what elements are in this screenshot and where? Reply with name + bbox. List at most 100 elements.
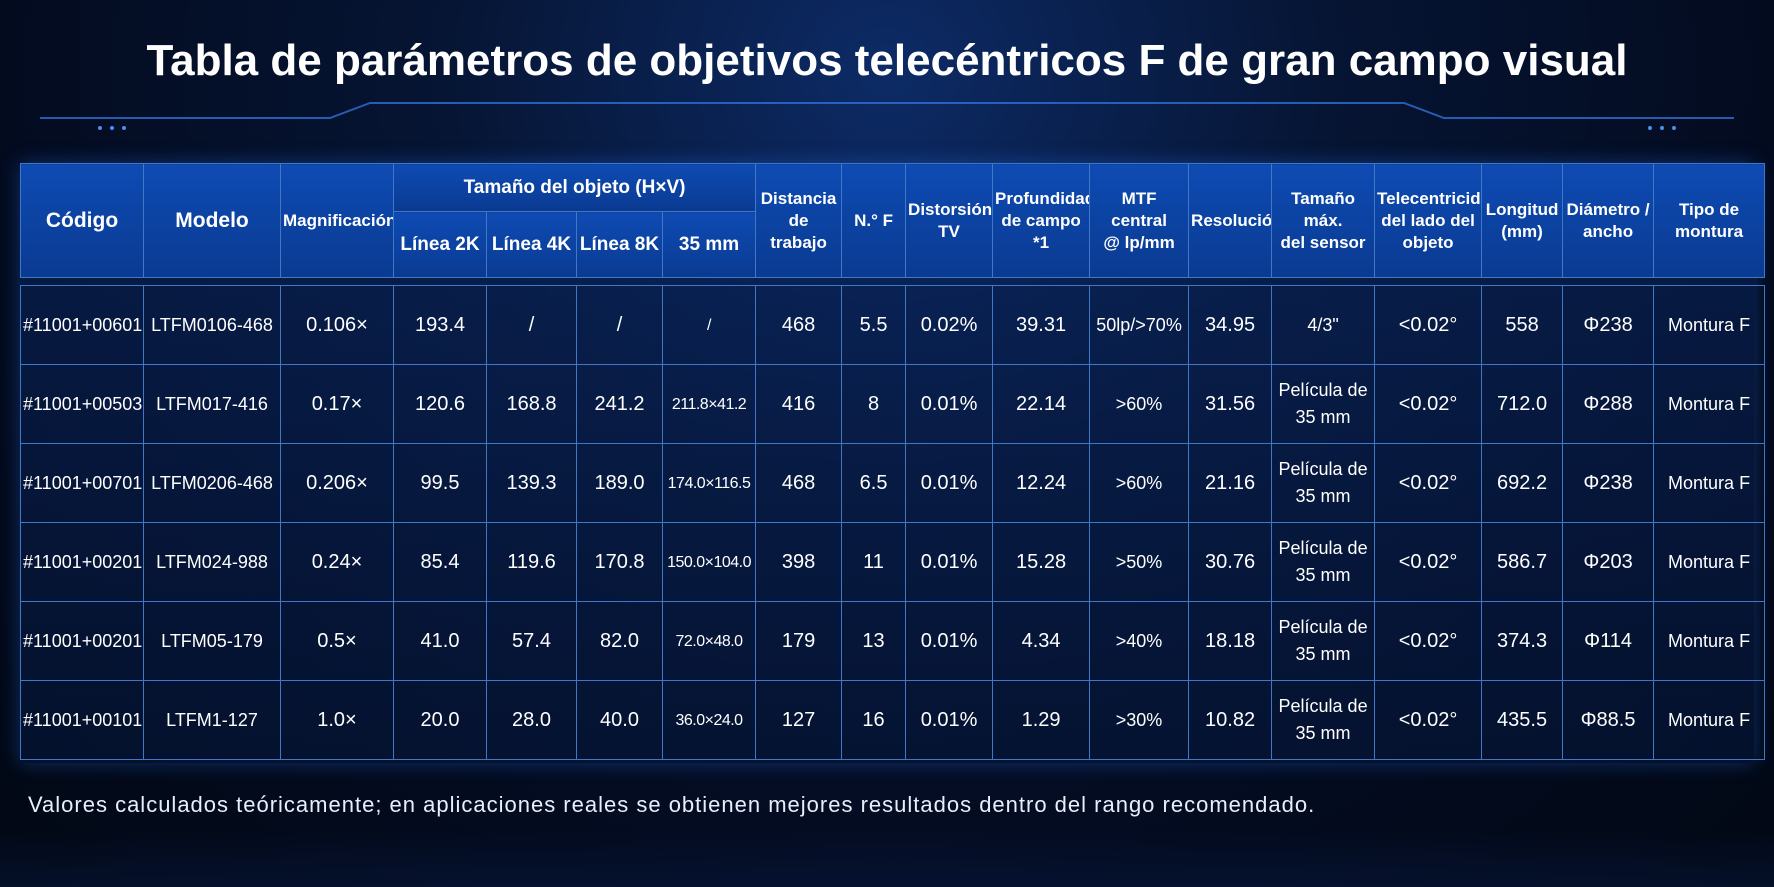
- header-gap: [20, 277, 1765, 286]
- cell-linea-2k: 193.4: [393, 285, 487, 365]
- cell-35mm: 150.0×104.0: [661, 522, 757, 602]
- cell-profundidad: 4.34: [992, 601, 1091, 681]
- table-row: #11001+00701 LTFM0206-468 0.206× 99.5 139.3 1…: [20, 443, 1766, 523]
- header-linea-4k: Línea 4K: [486, 211, 577, 278]
- cell-telecentricidad: <0.02°: [1374, 522, 1483, 602]
- cell-distancia: 179: [755, 601, 843, 681]
- table-row: #11001+00201 LTFM05-179 0.5× 41.0 57.4 82.0 72…: [20, 601, 1766, 681]
- cell-nf: 16: [841, 680, 907, 760]
- header-tamano-sensor: Tamaño máx. del sensor: [1271, 163, 1376, 278]
- cell-linea-4k: 119.6: [486, 522, 577, 602]
- cell-diametro: Φ238: [1562, 285, 1655, 365]
- title-underline-decoration: [40, 102, 1734, 130]
- cell-linea-8k: 189.0: [576, 443, 663, 523]
- cell-montura: Montura F: [1653, 522, 1766, 602]
- table-body: #11001+00601 LTFM0106-468 0.106× 193.4///46…: [20, 285, 1766, 760]
- header-magnificacion: Magnificación: [280, 163, 394, 278]
- cell-35mm: 211.8×41.2: [661, 364, 757, 444]
- cell-distancia: 468: [755, 285, 843, 365]
- floor-glow: [0, 830, 1774, 887]
- cell-diametro: Φ238: [1562, 443, 1655, 523]
- cell-distancia: 127: [755, 680, 843, 760]
- cell-linea-2k: 99.5: [393, 443, 487, 523]
- cell-distorsion: 0.01%: [905, 364, 994, 444]
- cell-codigo: #11001+00601: [20, 285, 144, 365]
- cell-codigo: #11001+00201: [20, 601, 144, 681]
- subheader-row: Línea 2K Línea 4K Línea 8K 35 mm: [21, 211, 1765, 278]
- cell-linea-8k: 170.8: [576, 522, 663, 602]
- cell-linea-4k: 139.3: [486, 443, 577, 523]
- cell-35mm: /: [661, 285, 757, 365]
- cell-mtf: >50%: [1089, 522, 1190, 602]
- header-linea-8k: Línea 8K: [576, 211, 663, 278]
- header-diametro: Diámetro / ancho: [1562, 163, 1655, 278]
- cell-distorsion: 0.01%: [905, 601, 994, 681]
- header-montura: Tipo de montura: [1653, 163, 1766, 278]
- cell-telecentricidad: <0.02°: [1374, 285, 1483, 365]
- header-resolucion: Resolución: [1188, 163, 1273, 278]
- cell-resolucion: 18.18: [1188, 601, 1273, 681]
- footnote: Valores calculados teóricamente; en apli…: [28, 792, 1316, 817]
- cell-nf: 6.5: [841, 443, 907, 523]
- table-row: #11001+00503 LTFM017-416 0.17× 120.6 168.8 24…: [20, 364, 1766, 444]
- cell-diametro: Φ114: [1562, 601, 1655, 681]
- cell-resolucion: 30.76: [1188, 522, 1273, 602]
- cell-linea-2k: 41.0: [393, 601, 487, 681]
- cell-linea-4k: 57.4: [486, 601, 577, 681]
- cell-mtf: >60%: [1089, 364, 1190, 444]
- parameters-table: Código Modelo Magnificación Tamaño del o…: [20, 163, 1766, 760]
- cell-resolucion: 10.82: [1188, 680, 1273, 760]
- cell-distorsion: 0.01%: [905, 443, 994, 523]
- cell-mtf: 50lp/>70%: [1089, 285, 1190, 365]
- header-longitud: Longitud (mm): [1481, 163, 1564, 278]
- cell-modelo: LTFM0206-468: [143, 443, 281, 523]
- cell-nf: 11: [841, 522, 907, 602]
- cell-linea-4k: 168.8: [486, 364, 577, 444]
- cell-tamano-sensor: Película de 35 mm: [1271, 364, 1376, 444]
- cell-tamano-sensor: 4/3": [1271, 285, 1376, 365]
- cell-linea-4k: /: [486, 285, 577, 365]
- table-row: #11001+00101 LTFM1-127 1.0× 20.0 28.0 40.0 36.…: [20, 680, 1766, 760]
- header-tamano-objeto: Tamaño del objeto (H×V): [392, 163, 757, 212]
- cell-distancia: 416: [755, 364, 843, 444]
- header-distorsion: Distorsión TV: [905, 163, 994, 278]
- cell-profundidad: 15.28: [992, 522, 1091, 602]
- cell-mtf: >40%: [1089, 601, 1190, 681]
- page-title: Tabla de parámetros de objetivos telecén…: [146, 36, 1628, 85]
- cell-diametro: Φ288: [1562, 364, 1655, 444]
- cell-montura: Montura F: [1653, 285, 1766, 365]
- cell-montura: Montura F: [1653, 680, 1766, 760]
- cell-modelo: LTFM1-127: [143, 680, 281, 760]
- cell-montura: Montura F: [1653, 443, 1766, 523]
- cell-codigo: #11001+00701: [20, 443, 144, 523]
- cell-profundidad: 1.29: [992, 680, 1091, 760]
- cell-tamano-sensor: Película de 35 mm: [1271, 443, 1376, 523]
- header-distancia: Distancia de trabajo: [755, 163, 843, 278]
- cell-magnificacion: 1.0×: [280, 680, 394, 760]
- cell-montura: Montura F: [1653, 601, 1766, 681]
- cell-tamano-sensor: Película de 35 mm: [1271, 680, 1376, 760]
- cell-resolucion: 31.56: [1188, 364, 1273, 444]
- cell-profundidad: 12.24: [992, 443, 1091, 523]
- cell-distancia: 468: [755, 443, 843, 523]
- cell-distorsion: 0.02%: [905, 285, 994, 365]
- cell-mtf: >30%: [1089, 680, 1190, 760]
- cell-modelo: LTFM0106-468: [143, 285, 281, 365]
- cell-tamano-sensor: Película de 35 mm: [1271, 522, 1376, 602]
- cell-distorsion: 0.01%: [905, 680, 994, 760]
- header-row: Código Modelo Magnificación Tamaño del o…: [20, 163, 1766, 278]
- header-nf: N.° F: [841, 163, 907, 278]
- cell-longitud: 374.3: [1481, 601, 1564, 681]
- cell-telecentricidad: <0.02°: [1374, 601, 1483, 681]
- cell-linea-8k: /: [576, 285, 663, 365]
- header-linea-2k: Línea 2K: [393, 211, 487, 278]
- cell-resolucion: 21.16: [1188, 443, 1273, 523]
- cell-linea-8k: 241.2: [576, 364, 663, 444]
- cell-magnificacion: 0.206×: [280, 443, 394, 523]
- cell-linea-4k: 28.0: [486, 680, 577, 760]
- cell-codigo: #11001+00503: [20, 364, 144, 444]
- cell-mtf: >60%: [1089, 443, 1190, 523]
- cell-telecentricidad: <0.02°: [1374, 443, 1483, 523]
- header-35mm: 35 mm: [661, 211, 757, 278]
